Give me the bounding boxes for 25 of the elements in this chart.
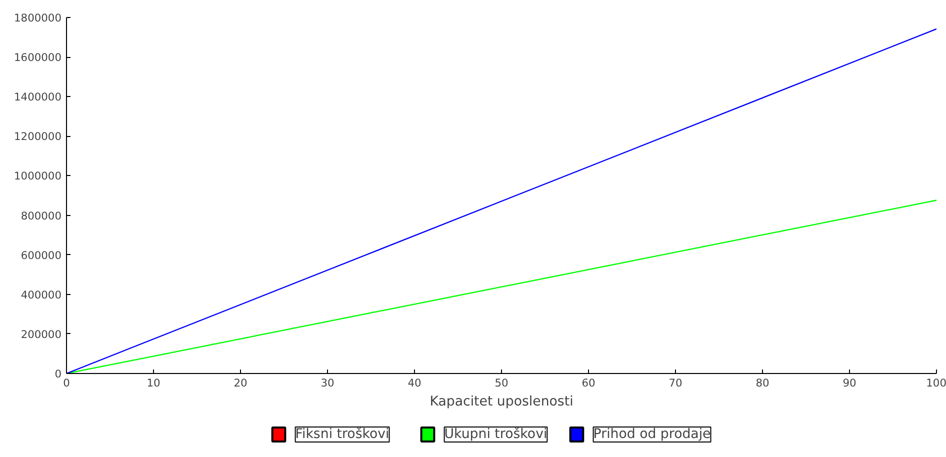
y-tick-label: 0 xyxy=(54,368,62,380)
x-tick-label: 0 xyxy=(63,376,70,390)
y-tick-label: 800000 xyxy=(20,209,62,222)
legend-label: Ukupni troškovi xyxy=(444,427,548,442)
y-tick-label: 1800000 xyxy=(14,12,62,24)
x-tick-label: 90 xyxy=(842,376,856,390)
x-tick-label: 50 xyxy=(494,376,508,390)
y-tick-label: 600000 xyxy=(20,248,62,262)
y-tick-label: 400000 xyxy=(20,288,62,302)
y-tick-label: 1200000 xyxy=(14,130,62,144)
y-tick-label: 1600000 xyxy=(14,51,62,64)
x-tick-label: 30 xyxy=(320,376,334,390)
y-tick-label: 1000000 xyxy=(14,170,62,183)
y-tick-label: 200000 xyxy=(20,328,62,341)
legend-label: Fiksni troškovi xyxy=(295,427,390,442)
x-tick-label: 80 xyxy=(756,376,770,390)
x-tick-label: 100 xyxy=(926,376,946,390)
x-axis-title: Kapacitet uposlenosti xyxy=(430,394,574,410)
legend-label: Prihod od prodaje xyxy=(593,427,711,442)
x-tick-label: 10 xyxy=(146,376,160,390)
x-tick-label: 20 xyxy=(234,376,248,390)
y-tick-label: 1400000 xyxy=(14,90,62,104)
x-tick-label: 40 xyxy=(408,376,422,390)
x-tick-label: 60 xyxy=(582,376,596,390)
x-tick-label: 70 xyxy=(668,376,682,390)
